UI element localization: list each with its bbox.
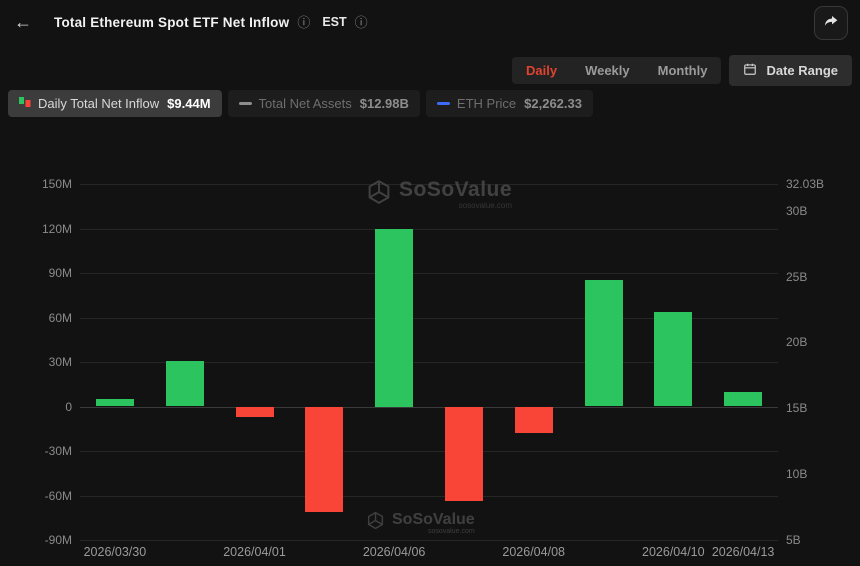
inflow-bar-positive[interactable] — [165, 360, 204, 407]
legend-label: ETH Price — [456, 96, 517, 111]
legend-label: Daily Total Net Inflow — [38, 96, 160, 111]
y-axis-label-left: 120M — [41, 221, 72, 236]
date-range-button[interactable]: Date Range — [729, 55, 852, 86]
net-inflow-bars-icon — [19, 96, 31, 111]
gridline — [80, 495, 778, 497]
gridline — [80, 540, 778, 541]
date-range-label: Date Range — [766, 63, 838, 78]
y-axis-label-right: 10B — [786, 467, 808, 482]
y-axis-label-left: 30M — [48, 355, 72, 369]
inflow-bar-negative[interactable] — [305, 406, 344, 512]
legend-label: Total Net Assets — [258, 96, 352, 111]
legend-eth-price[interactable]: ETH Price $2,262.33 — [425, 90, 593, 117]
gridline — [80, 184, 778, 185]
y-axis-label-left: 0 — [65, 399, 72, 414]
y-axis-label-right: 30B — [786, 203, 808, 218]
share-icon — [823, 13, 839, 34]
y-axis-label-left: -30M — [44, 444, 72, 458]
page-title: Total Ethereum Spot ETF Net Inflow — [54, 14, 290, 30]
y-axis-label-left: 150M — [41, 177, 72, 191]
x-axis-date-label: 2026/04/08 — [502, 545, 565, 559]
timezone-label: EST — [322, 15, 347, 29]
y-axis-label-right: 25B — [786, 269, 808, 284]
y-axis-label-right: 20B — [786, 335, 808, 350]
legend-value: $9.44M — [167, 96, 211, 111]
y-axis-label-right: 5B — [786, 533, 801, 547]
inflow-bar-negative[interactable] — [235, 406, 274, 417]
right-y-axis: 32.03B 30B 25B 20B 15B 10B 5B — [786, 177, 856, 547]
legend-value: $2,262.33 — [524, 96, 582, 111]
legend-value: $12.98B — [359, 96, 409, 111]
share-button[interactable] — [814, 6, 848, 40]
x-axis-date-label: 2026/04/10 — [642, 545, 705, 559]
tab-weekly[interactable]: Weekly — [585, 63, 630, 78]
inflow-bar-positive[interactable] — [654, 311, 693, 407]
x-axis-date-label: 2026/04/06 — [362, 545, 426, 559]
y-axis-label-left: -60M — [44, 488, 72, 503]
gridline — [80, 451, 778, 452]
net-assets-line-icon — [238, 102, 252, 105]
inflow-bar-negative[interactable] — [444, 406, 483, 502]
chart-controls: Daily Weekly Monthly Date Range — [511, 55, 852, 86]
gridline — [80, 362, 778, 363]
bar-chart-plot — [80, 184, 778, 541]
header-left: ← Total Ethereum Spot ETF Net Inflow ⓘ E… — [14, 0, 368, 44]
y-axis-label-left: -90M — [44, 533, 72, 547]
y-axis-label-right: 32.03B — [786, 177, 825, 191]
series-legend: Daily Total Net Inflow $9.44M Total Net … — [8, 90, 593, 117]
inflow-bar-positive[interactable] — [724, 392, 763, 407]
inflow-bar-negative[interactable] — [514, 406, 553, 434]
y-axis-label-right: 15B — [786, 401, 808, 416]
title-info-icon[interactable]: ⓘ — [297, 14, 311, 30]
timezone-info-icon[interactable]: ⓘ — [354, 14, 368, 30]
legend-daily-net-inflow[interactable]: Daily Total Net Inflow $9.44M — [8, 90, 222, 117]
y-axis-label-left: 60M — [48, 310, 72, 325]
inflow-bar-positive[interactable] — [95, 399, 134, 407]
eth-price-line-icon — [436, 102, 450, 105]
calendar-icon — [743, 62, 757, 79]
period-tabs: Daily Weekly Monthly — [511, 57, 722, 84]
x-axis: 2026/03/30 2026/04/01 2026/04/06 2026/04/08… — [80, 545, 778, 563]
legend-total-net-assets[interactable]: Total Net Assets $12.98B — [227, 90, 420, 117]
x-axis-date-label: 2026/04/13 — [711, 545, 775, 559]
gridline — [80, 228, 778, 230]
x-axis-date-label: 2026/03/30 — [83, 545, 147, 559]
y-axis-label-left: 90M — [48, 266, 72, 280]
x-axis-date-label: 2026/04/01 — [223, 545, 286, 559]
header: ← Total Ethereum Spot ETF Net Inflow ⓘ E… — [0, 0, 860, 44]
gridline — [80, 273, 778, 274]
gridline — [80, 317, 778, 319]
inflow-bar-positive[interactable] — [584, 280, 623, 407]
back-icon[interactable]: ← — [14, 12, 32, 32]
inflow-bar-positive[interactable] — [375, 228, 414, 407]
gridline — [80, 406, 778, 408]
tab-daily[interactable]: Daily — [525, 63, 558, 78]
left-y-axis: 150M 120M 90M 60M 30M 0 -30M -60M -90M — [0, 177, 72, 547]
tab-monthly[interactable]: Monthly — [657, 63, 708, 78]
